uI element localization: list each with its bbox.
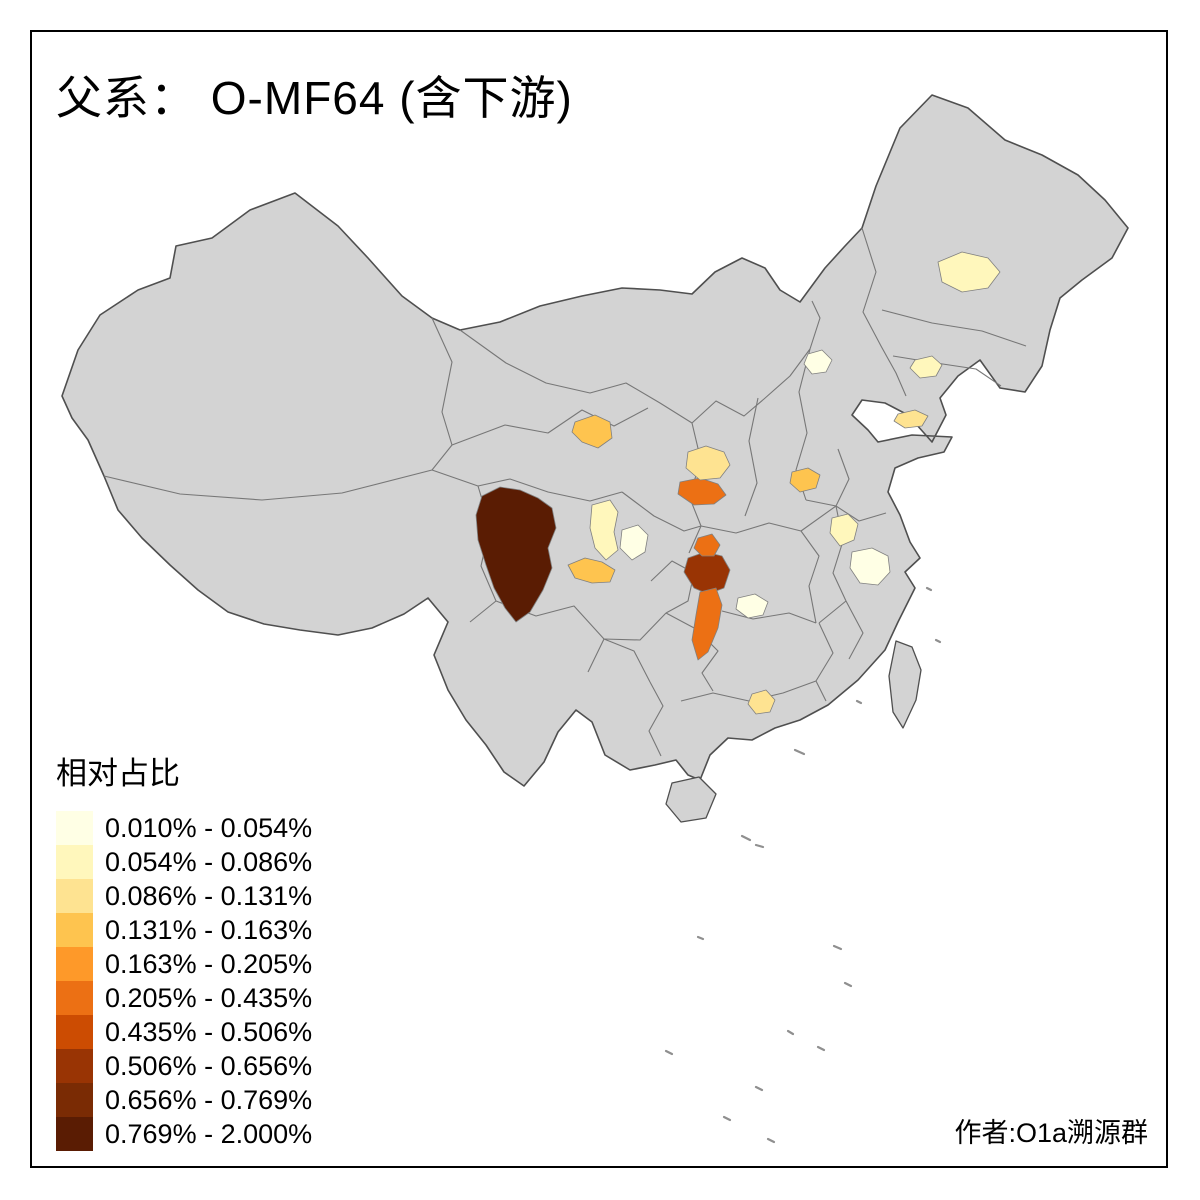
- legend-swatch: [56, 1117, 93, 1151]
- legend-swatch: [56, 1083, 93, 1117]
- legend-label: 0.131% - 0.163%: [105, 914, 313, 945]
- legend-item: 0.163% - 0.205%: [56, 947, 312, 981]
- legend-label: 0.656% - 0.769%: [105, 1084, 313, 1115]
- region-heilongjiang: [937, 251, 1001, 293]
- region-central-henan: [789, 467, 821, 493]
- legend-item: 0.656% - 0.769%: [56, 1083, 312, 1117]
- legend-label: 0.163% - 0.205%: [105, 948, 313, 979]
- legend-title: 相对占比: [56, 756, 180, 791]
- south-china-sea-islands: [664, 586, 942, 1144]
- legend-label: 0.010% - 0.054%: [105, 812, 313, 843]
- region-south-liaoning: [909, 355, 943, 379]
- region-central-sichuan: [619, 524, 649, 561]
- region-south-gansu: [571, 414, 613, 449]
- legend-swatch: [56, 1015, 93, 1049]
- legend-item: 0.769% - 2.000%: [56, 1117, 312, 1151]
- legend-label: 0.506% - 0.656%: [105, 1050, 313, 1081]
- region-north-anhui: [829, 513, 859, 547]
- region-north-shaanxi: [685, 445, 731, 481]
- region-west-sichuan: [475, 486, 557, 623]
- region-west-hubei-upper: [693, 533, 721, 557]
- hainan-island: [665, 776, 717, 823]
- legend-item: 0.506% - 0.656%: [56, 1049, 312, 1083]
- legend: 相对占比 0.010% - 0.054% 0.054% - 0.086% 0.0…: [56, 748, 312, 1151]
- page-title: 父系： O-MF64 (含下游): [56, 72, 573, 124]
- islands: [665, 640, 922, 823]
- region-west-hubei-lower: [691, 587, 723, 661]
- legend-swatch: [56, 879, 93, 913]
- highlighted-regions: [475, 251, 1001, 715]
- legend-item: 0.010% - 0.054%: [56, 811, 312, 845]
- legend-item: 0.086% - 0.131%: [56, 879, 312, 913]
- legend-label: 0.769% - 2.000%: [105, 1118, 313, 1149]
- legend-label: 0.435% - 0.506%: [105, 1016, 313, 1047]
- legend-label: 0.205% - 0.435%: [105, 982, 313, 1013]
- legend-swatch: [56, 981, 93, 1015]
- region-north-guangdong: [747, 689, 776, 715]
- region-north-hunan: [735, 593, 769, 619]
- legend-label: 0.054% - 0.086%: [105, 846, 313, 877]
- region-west-chengdu: [567, 557, 616, 584]
- legend-swatch: [56, 811, 93, 845]
- region-east-shandong: [893, 409, 929, 429]
- legend-item: 0.054% - 0.086%: [56, 845, 312, 879]
- legend-swatch: [56, 947, 93, 981]
- region-south-jiangsu: [849, 547, 891, 586]
- author-credit: 作者:O1a溯源群: [954, 1118, 1148, 1148]
- legend-swatch: [56, 1049, 93, 1083]
- taiwan-island: [888, 640, 922, 729]
- legend-swatch: [56, 913, 93, 947]
- region-beijing: [803, 349, 833, 375]
- region-north-sichuan: [589, 499, 619, 561]
- legend-item: 0.435% - 0.506%: [56, 1015, 312, 1049]
- legend-item: 0.205% - 0.435%: [56, 981, 312, 1015]
- legend-item: 0.131% - 0.163%: [56, 913, 312, 947]
- legend-label: 0.086% - 0.131%: [105, 880, 313, 911]
- legend-swatch: [56, 845, 93, 879]
